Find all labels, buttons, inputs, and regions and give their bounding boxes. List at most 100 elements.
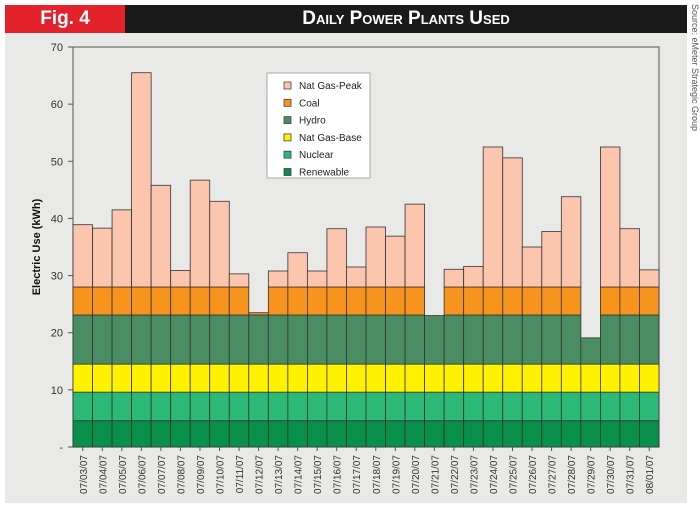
x-tick-label: 07/19/07 bbox=[391, 455, 402, 494]
legend: Nat Gas-Peak Coal Hydro Nat Gas-Base Nuclear… bbox=[266, 72, 371, 179]
bar-segment-nat-gas-base bbox=[424, 363, 445, 393]
x-tick-label: 07/12/07 bbox=[255, 455, 266, 494]
bar-segment-hydro bbox=[639, 314, 660, 365]
bar-segment-coal bbox=[385, 286, 406, 316]
bar-segment-renewable bbox=[502, 420, 523, 448]
bar-segment-hydro bbox=[209, 314, 230, 365]
bar-segment-nat-gas-peak bbox=[287, 252, 308, 288]
bar-segment-hydro bbox=[600, 314, 621, 365]
bar-segment-nat-gas-peak bbox=[521, 246, 543, 288]
x-tick-label: 08/01/07 bbox=[645, 455, 656, 494]
bar-segment-nuclear bbox=[482, 391, 504, 422]
bar-segment-renewable bbox=[131, 420, 152, 448]
bar-segment-nuclear bbox=[443, 391, 465, 422]
bar-segment-hydro bbox=[306, 314, 328, 365]
bar-segment-nat-gas-peak bbox=[189, 179, 211, 288]
bar-segment-renewable bbox=[248, 420, 269, 448]
bar-segment-coal bbox=[287, 286, 308, 316]
bar-segment-hydro bbox=[72, 314, 93, 365]
bar-segment-nat-gas-base bbox=[600, 363, 621, 393]
bar-segment-renewable bbox=[170, 420, 191, 448]
bar-segment-renewable bbox=[463, 420, 484, 448]
legend-label: Coal bbox=[299, 98, 320, 109]
bar-segment-coal bbox=[365, 286, 386, 316]
bar-segment-coal bbox=[170, 286, 191, 316]
y-tick-label: 40 bbox=[51, 213, 63, 225]
bar-segment-nuclear bbox=[287, 391, 308, 422]
x-tick-label: 07/11/07 bbox=[235, 455, 246, 494]
x-tick-label: 07/04/07 bbox=[98, 455, 109, 494]
bar-segment-nuclear bbox=[267, 391, 289, 422]
bar-segment-coal bbox=[189, 286, 211, 316]
x-tick-label: 07/24/07 bbox=[489, 455, 500, 494]
bar-segment-nuclear bbox=[346, 391, 367, 422]
bar-segment-nat-gas-peak bbox=[111, 209, 132, 288]
bar-segment-hydro bbox=[541, 314, 562, 365]
bar-segment-nuclear bbox=[228, 391, 250, 422]
y-tick-label: - bbox=[59, 442, 63, 454]
bar-segment-renewable bbox=[287, 420, 308, 448]
x-tick-label: 07/28/07 bbox=[567, 455, 578, 494]
bar-segment-coal bbox=[248, 312, 269, 316]
x-tick-label: 07/14/07 bbox=[294, 455, 305, 494]
bar-segment-nat-gas-peak bbox=[541, 231, 562, 288]
bar-segment-nuclear bbox=[209, 391, 230, 422]
bar-segment-nat-gas-peak bbox=[502, 157, 523, 288]
bar-segment-renewable bbox=[150, 420, 172, 448]
bar-segment-nuclear bbox=[170, 391, 191, 422]
bar-segment-nat-gas-base bbox=[209, 363, 230, 393]
x-tick-label: 07/08/07 bbox=[176, 455, 187, 494]
chart-title: Daily Power Plants Used bbox=[125, 5, 687, 33]
bar-segment-coal bbox=[443, 286, 465, 316]
bar-segment-hydro bbox=[326, 314, 347, 365]
bar-segment-coal bbox=[619, 286, 640, 316]
x-tick-label: 07/09/07 bbox=[196, 455, 207, 494]
bar-segment-renewable bbox=[326, 420, 347, 448]
bar-segment-nat-gas-peak bbox=[619, 228, 640, 288]
bar-segment-coal bbox=[92, 286, 113, 316]
bar-segment-renewable bbox=[541, 420, 562, 448]
bar-segment-renewable bbox=[443, 420, 465, 448]
bar-segment-hydro bbox=[170, 314, 191, 365]
bar-segment-nat-gas-peak bbox=[600, 146, 621, 288]
bar-segment-hydro bbox=[92, 314, 113, 365]
bar-segment-renewable bbox=[209, 420, 230, 448]
bar-segment-nuclear bbox=[150, 391, 172, 422]
bar-segment-coal bbox=[72, 286, 93, 316]
bar-segment-renewable bbox=[619, 420, 640, 448]
bar-segment-nat-gas-peak bbox=[72, 224, 93, 288]
bar-segment-nat-gas-base bbox=[521, 363, 543, 393]
y-tick-label: 70 bbox=[51, 42, 63, 54]
bar-segment-renewable bbox=[639, 420, 660, 448]
x-tick-label: 07/20/07 bbox=[411, 455, 422, 494]
bar-segment-renewable bbox=[306, 420, 328, 448]
x-tick-label: 07/13/07 bbox=[274, 455, 285, 494]
x-tick-label: 07/25/07 bbox=[509, 455, 520, 494]
bar-segment-nat-gas-base bbox=[267, 363, 289, 393]
bar-segment-coal bbox=[209, 286, 230, 316]
x-tick-label: 07/21/07 bbox=[430, 455, 441, 494]
bar-segment-nat-gas-base bbox=[346, 363, 367, 393]
legend-label: Nat Gas-Base bbox=[299, 133, 362, 144]
bar-segment-coal bbox=[639, 286, 660, 316]
bar-segment-renewable bbox=[521, 420, 543, 448]
bar-segment-nat-gas-base bbox=[443, 363, 465, 393]
bar-segment-nuclear bbox=[502, 391, 523, 422]
x-tick-label: 07/27/07 bbox=[548, 455, 559, 494]
bar-segment-nat-gas-peak bbox=[404, 203, 426, 288]
bar-segment-coal bbox=[404, 286, 426, 316]
bar-segment-hydro bbox=[228, 314, 250, 365]
bar-segment-nat-gas-base bbox=[385, 363, 406, 393]
bar-segment-nat-gas-peak bbox=[463, 266, 484, 288]
bar-segment-nat-gas-base bbox=[639, 363, 660, 393]
bar-segment-hydro bbox=[619, 314, 640, 365]
bar-segment-coal bbox=[560, 286, 582, 316]
bar-segment-coal bbox=[150, 286, 172, 316]
bar-segment-nuclear bbox=[131, 391, 152, 422]
y-tick-label: 50 bbox=[51, 156, 63, 168]
bar-segment-renewable bbox=[189, 420, 211, 448]
bar-segment-nuclear bbox=[385, 391, 406, 422]
bar-segment-hydro bbox=[482, 314, 504, 365]
